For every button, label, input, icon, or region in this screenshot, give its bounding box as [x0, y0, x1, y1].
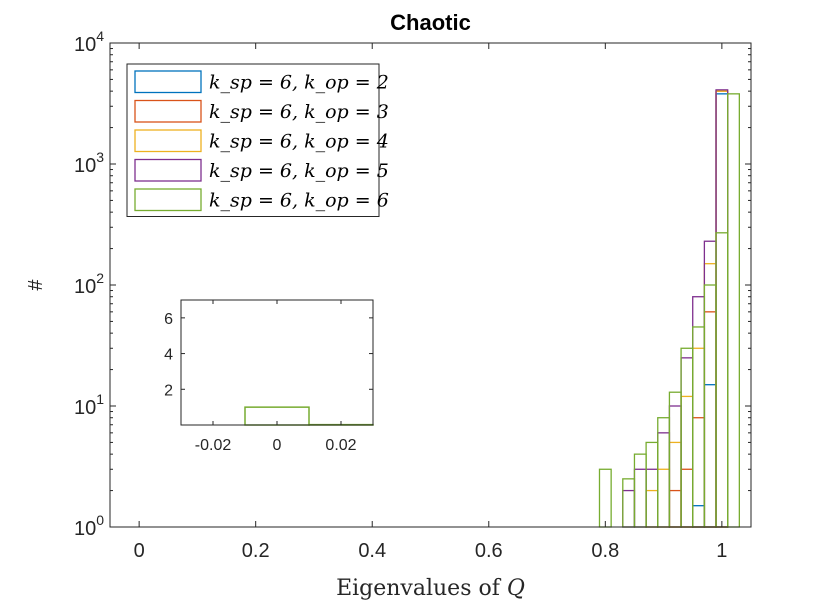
legend-entry-label: k_sp = 6, k_op = 5 [209, 160, 389, 182]
inset-plot: -0.02 0 0.02 2 4 6 [164, 299, 374, 454]
histogram-bar [703, 311, 717, 528]
inset-x-tick-label: -0.02 [195, 437, 232, 454]
histogram-bar [622, 478, 636, 528]
histogram-bar [715, 93, 729, 528]
series-2 [668, 90, 729, 528]
histogram-bar [680, 395, 694, 528]
histogram-bar [692, 347, 706, 528]
inset-x-tick-label: 0 [273, 437, 282, 454]
inset-y-tick-label: 2 [164, 382, 173, 399]
histogram-bar [715, 90, 729, 528]
chart-title: Chaotic [390, 10, 471, 35]
legend-box [126, 63, 380, 217]
histogram-bar [657, 432, 671, 528]
histogram-bar [668, 391, 682, 528]
y-axis-label: # [25, 279, 47, 291]
legend-entry-label: k_sp = 6, k_op = 4 [209, 131, 389, 153]
series-1 [692, 93, 729, 528]
legend-swatch [134, 99, 202, 123]
x-tick-label: 0.4 [358, 540, 386, 562]
histogram-bar [692, 326, 706, 528]
y-tick-label: 103 [74, 149, 104, 177]
histogram-bar [727, 93, 740, 528]
histogram-bar [715, 89, 729, 528]
histogram-bar [680, 357, 694, 528]
histogram-bar [703, 384, 717, 528]
histogram-bar [598, 468, 612, 528]
legend-swatch [134, 70, 202, 94]
histogram-bar [703, 263, 717, 528]
y-tick-label: 100 [74, 512, 104, 540]
legend-entry-label: k_sp = 6, k_op = 6 [209, 190, 389, 212]
inset-y-tick-label: 6 [164, 311, 173, 328]
x-tick-label: 0.2 [242, 540, 270, 562]
histogram-bar [715, 232, 729, 528]
histogram-bar [657, 417, 671, 528]
histogram-bar [645, 468, 659, 528]
series-5 [598, 93, 740, 528]
main-plot: 0 0.2 0.4 0.6 0.8 1 100 101 102 103 104 Chaotic Eige… [25, 10, 752, 601]
legend-entry-label: k_sp = 6, k_op = 3 [209, 101, 389, 123]
series-4 [622, 89, 729, 528]
x-axis-label: Eigenvalues of Q [336, 576, 525, 601]
histogram-bar [622, 489, 636, 528]
histogram-bar [633, 453, 647, 528]
inset-y-tick-label: 4 [164, 347, 173, 364]
histogram-bar [668, 405, 682, 528]
legend-swatch [134, 129, 202, 153]
x-tick-label: 0 [134, 540, 145, 562]
inset-background [181, 300, 373, 425]
histogram-bar [657, 468, 671, 528]
histogram-bar [692, 296, 706, 528]
histogram-bar [692, 505, 706, 528]
histogram-bar [680, 347, 694, 528]
legend-swatch [134, 158, 202, 182]
histogram-bar [703, 284, 717, 528]
histogram-bar [668, 441, 682, 528]
histogram-bar [715, 90, 729, 528]
legend-swatch [134, 188, 202, 212]
y-tick-label: 101 [74, 391, 104, 419]
histogram-bar [692, 417, 706, 528]
y-tick-label: 104 [74, 28, 104, 56]
legend-entry-label: k_sp = 6, k_op = 2 [209, 72, 389, 94]
histogram-bar [645, 441, 659, 528]
histogram-bar [633, 468, 647, 528]
y-tick-label: 102 [74, 270, 104, 298]
histogram-bar [668, 489, 682, 528]
x-tick-label: 1 [716, 540, 727, 562]
histogram-bar [680, 468, 694, 528]
legend: k_sp = 6, k_op = 2 k_sp = 6, k_op = 3 k_sp… [126, 63, 389, 217]
x-tick-label: 0.8 [591, 540, 619, 562]
histogram-bar [645, 489, 659, 528]
inset-x-tick-label: 0.02 [325, 437, 356, 454]
x-tick-label: 0.6 [475, 540, 503, 562]
